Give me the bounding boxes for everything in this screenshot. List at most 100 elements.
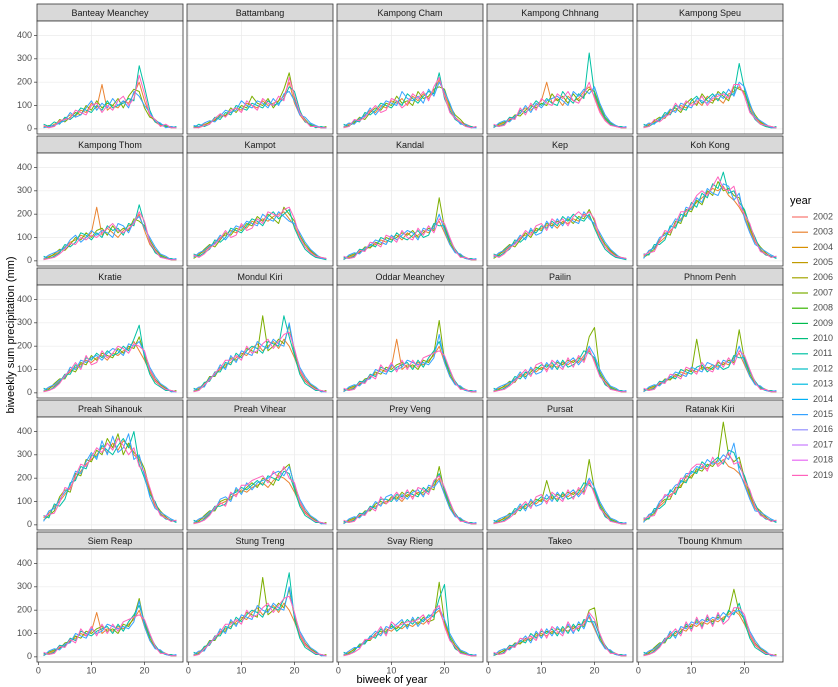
strip-title: Stung Treng (235, 536, 284, 546)
panel-border (186, 284, 334, 399)
strip-title: Koh Kong (690, 140, 730, 150)
panel-background (337, 417, 483, 530)
legend-label: 2017 (813, 439, 833, 449)
series-line (43, 216, 177, 261)
series-line (643, 81, 777, 129)
strip-title: Pailin (549, 272, 571, 282)
y-tick-label: 300 (17, 317, 32, 327)
series-line (643, 607, 777, 657)
y-tick-label: 200 (17, 341, 32, 351)
strip-title: Kandal (396, 140, 424, 150)
series-line (343, 334, 477, 393)
series-line (193, 322, 327, 393)
series-line (43, 218, 177, 261)
strip-title: Banteay Meanchey (71, 8, 149, 18)
panel-background (487, 417, 633, 530)
strip-title: Tboung Khmum (678, 536, 742, 546)
strip-title: Kampot (244, 140, 276, 150)
panel-background (337, 285, 483, 398)
series-line (43, 343, 177, 393)
panel-border (36, 416, 184, 531)
y-tick-label: 200 (17, 605, 32, 615)
y-tick-label: 200 (17, 473, 32, 483)
legend-label: 2006 (813, 272, 833, 282)
legend-label: 2013 (813, 379, 833, 389)
strip-title: Mondul Kiri (237, 272, 282, 282)
strip-title: Kampong Speu (679, 8, 741, 18)
y-tick-label: 0 (27, 651, 32, 661)
strip-title: Siem Reap (88, 536, 133, 546)
legend-label: 2015 (813, 409, 833, 419)
y-tick-label: 100 (17, 232, 32, 242)
series-line (493, 81, 627, 129)
y-tick-label: 100 (17, 628, 32, 638)
series-line (343, 77, 477, 129)
y-tick-label: 400 (17, 558, 32, 568)
series-line (193, 466, 327, 525)
series-line (43, 440, 177, 522)
series-line (43, 438, 177, 522)
series-line (493, 477, 627, 525)
legend-label: 2014 (813, 394, 833, 404)
panel-border (486, 416, 634, 531)
series-line (193, 595, 327, 657)
x-tick-label: 10 (386, 665, 396, 675)
x-tick-label: 20 (590, 665, 600, 675)
panel-border (336, 20, 484, 135)
panel-border (636, 284, 784, 399)
legend-label: 2018 (813, 455, 833, 465)
strip-title: Kampong Chhnang (521, 8, 599, 18)
x-tick-label: 0 (486, 665, 491, 675)
series-line (193, 586, 327, 657)
series-line (193, 91, 327, 129)
panel-border (636, 152, 784, 267)
series-line (343, 218, 477, 261)
series-line (343, 475, 477, 525)
legend-label: 2016 (813, 424, 833, 434)
y-axis-title: biweekly sum precipitation (mm) (5, 256, 17, 413)
panel-border (636, 416, 784, 531)
x-tick-label: 0 (186, 665, 191, 675)
series-line (493, 345, 627, 393)
panel-background (337, 21, 483, 134)
strip-title: Kampong Thom (78, 140, 142, 150)
series-line (43, 211, 177, 261)
strip-title: Phnom Penh (684, 272, 736, 282)
y-tick-label: 300 (17, 581, 32, 591)
series-line (493, 211, 627, 259)
series-line (493, 350, 627, 393)
panel-border (186, 152, 334, 267)
y-tick-label: 100 (17, 496, 32, 506)
series-line (643, 345, 777, 393)
series-line (193, 331, 327, 393)
y-tick-label: 200 (17, 77, 32, 87)
strip-title: Battambang (236, 8, 285, 18)
panel-background (637, 285, 783, 398)
legend-label: 2009 (813, 318, 833, 328)
legend-label: 2012 (813, 363, 833, 373)
y-tick-label: 0 (27, 255, 32, 265)
x-axis-title: biweek of year (357, 674, 428, 686)
series-line (43, 74, 177, 129)
series-line (643, 442, 777, 523)
legend-title: year (790, 195, 812, 207)
legend-label: 2007 (813, 287, 833, 297)
panel-background (337, 153, 483, 266)
strip-title: Preah Sihanouk (78, 404, 143, 414)
series-line (193, 209, 327, 261)
panel-border (486, 284, 634, 399)
legend-label: 2010 (813, 333, 833, 343)
panel-border (36, 152, 184, 267)
legend-label: 2011 (813, 348, 832, 358)
y-tick-label: 300 (17, 449, 32, 459)
strip-title: Preah Vihear (234, 404, 286, 414)
strip-title: Kratie (98, 272, 122, 282)
panel-background (37, 21, 183, 134)
series-line (493, 348, 627, 393)
series-line (343, 607, 477, 657)
y-tick-label: 100 (17, 100, 32, 110)
x-tick-label: 10 (686, 665, 696, 675)
strip-title: Pursat (547, 404, 574, 414)
y-tick-label: 300 (17, 185, 32, 195)
y-tick-label: 300 (17, 53, 32, 63)
